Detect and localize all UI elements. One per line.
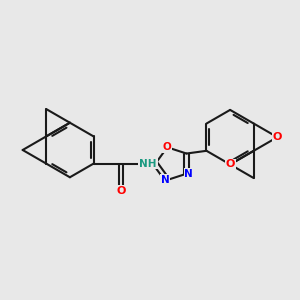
Text: N: N (184, 169, 193, 179)
Text: O: O (116, 186, 125, 196)
Text: NH: NH (139, 159, 157, 169)
Text: N: N (160, 175, 169, 185)
Text: O: O (225, 159, 235, 170)
Text: O: O (163, 142, 172, 152)
Text: O: O (273, 132, 282, 142)
